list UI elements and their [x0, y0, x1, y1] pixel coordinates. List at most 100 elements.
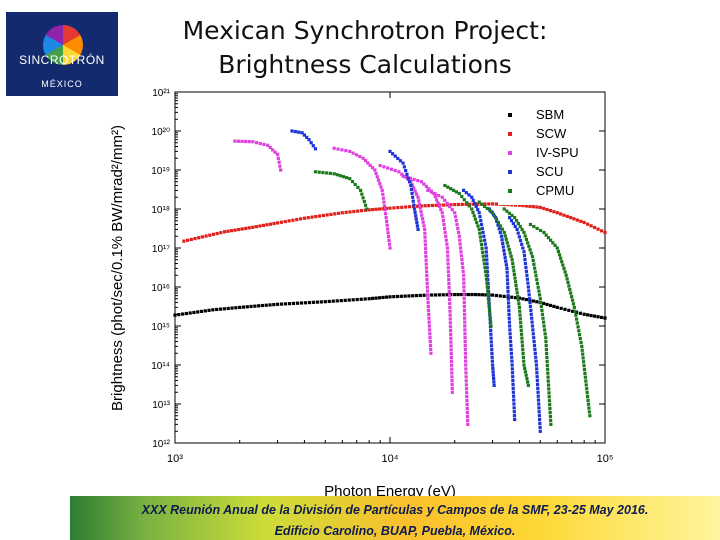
- sbm-point: [531, 299, 535, 303]
- iv-spu-point: [462, 285, 466, 289]
- scu-point: [491, 370, 495, 374]
- scu-point: [512, 402, 516, 406]
- iv-spu-point: [463, 343, 467, 348]
- scu-point: [524, 265, 528, 270]
- scu-point: [485, 258, 489, 262]
- cpmu-point: [587, 410, 591, 414]
- scu-point: [526, 285, 530, 289]
- iv-spu-point: [450, 208, 454, 212]
- scw-point: [189, 237, 193, 242]
- iv-spu-point: [423, 231, 427, 235]
- iv-spu-point: [376, 178, 381, 182]
- iv-spu-point: [425, 285, 429, 289]
- sbm-point: [307, 300, 311, 305]
- scu-point: [511, 386, 515, 390]
- iv-spu-point: [465, 406, 469, 411]
- cpmu-point: [496, 221, 501, 225]
- cpmu-point: [515, 291, 519, 295]
- scu-point: [414, 217, 418, 221]
- scw-point: [261, 223, 266, 228]
- scu-point: [516, 231, 520, 235]
- cpmu-point: [553, 243, 557, 248]
- scu-point: [535, 382, 540, 387]
- scw-point: [599, 229, 604, 233]
- iv-spu-point: [464, 379, 468, 383]
- cpmu-point: [472, 214, 476, 218]
- sbm-point: [559, 306, 563, 310]
- scu-point: [506, 285, 510, 290]
- cpmu-point: [570, 298, 575, 302]
- scw-point: [321, 213, 325, 218]
- iv-spu-point: [441, 219, 446, 223]
- cpmu-point: [539, 304, 543, 309]
- scu-point: [492, 380, 496, 384]
- iv-spu-point: [424, 262, 428, 266]
- sbm-point: [456, 292, 460, 297]
- scw-point: [381, 207, 385, 211]
- scw-point: [456, 202, 461, 207]
- sbm-point: [351, 298, 355, 302]
- sbm-point: [467, 292, 471, 297]
- y-tick-label: 10¹⁶: [151, 283, 170, 294]
- iv-spu-point: [464, 359, 468, 363]
- iv-spu-point: [373, 168, 377, 172]
- iv-spu-point: [437, 204, 442, 208]
- cpmu-point: [544, 233, 548, 237]
- scu-point: [474, 204, 478, 209]
- iv-spu-point: [447, 278, 451, 282]
- scu-point: [521, 246, 525, 250]
- sbm-point: [510, 295, 514, 299]
- sbm-point: [437, 293, 441, 297]
- iv-spu-point: [462, 281, 466, 285]
- cpmu-point: [547, 391, 551, 395]
- cpmu-point: [534, 274, 538, 278]
- sincrotron-logo: SINCROTRÓN MÉXICO: [6, 12, 118, 96]
- cpmu-point: [505, 241, 509, 245]
- scw-point: [531, 205, 535, 209]
- scu-point: [522, 250, 526, 254]
- cpmu-point: [514, 219, 519, 223]
- sbm-point: [596, 315, 600, 319]
- cpmu-point: [520, 227, 524, 232]
- sbm-point: [249, 304, 253, 309]
- iv-spu-point: [449, 348, 453, 352]
- sbm-point: [268, 303, 272, 307]
- cpmu-point: [484, 273, 488, 277]
- sbm-point: [422, 293, 426, 297]
- cpmu-point: [548, 414, 552, 419]
- scw-point: [367, 208, 371, 212]
- cpmu-point: [549, 238, 553, 242]
- scu-point: [402, 165, 406, 169]
- cpmu-point: [585, 391, 589, 395]
- scu-point: [510, 359, 514, 363]
- cpmu-point: [490, 211, 495, 215]
- sbm-point: [177, 312, 181, 317]
- iv-spu-point: [448, 301, 452, 306]
- scu-point: [388, 149, 392, 153]
- cpmu-point: [473, 217, 478, 221]
- scu-point: [293, 129, 297, 134]
- cpmu-point: [515, 287, 519, 291]
- cpmu-point: [478, 235, 482, 239]
- iv-spu-point: [465, 391, 469, 395]
- sbm-point: [535, 300, 539, 304]
- iv-spu-point: [426, 293, 430, 297]
- iv-spu-point: [254, 141, 259, 145]
- scu-point: [537, 402, 541, 406]
- cpmu-point: [584, 383, 588, 387]
- cpmu-point: [509, 254, 513, 258]
- scw-point: [272, 221, 276, 226]
- cpmu-point: [516, 221, 520, 226]
- sbm-point: [490, 293, 495, 297]
- iv-spu-point: [424, 266, 429, 270]
- cpmu-point: [567, 284, 571, 288]
- scu-point: [530, 316, 534, 320]
- scw-point: [586, 222, 590, 226]
- iv-spu-point: [381, 192, 385, 196]
- scu-point: [511, 382, 515, 387]
- scu-point: [305, 135, 309, 139]
- scw-point: [344, 210, 348, 214]
- scu-point: [513, 224, 517, 229]
- iv-spu-point: [384, 216, 388, 220]
- scw-point: [336, 211, 341, 215]
